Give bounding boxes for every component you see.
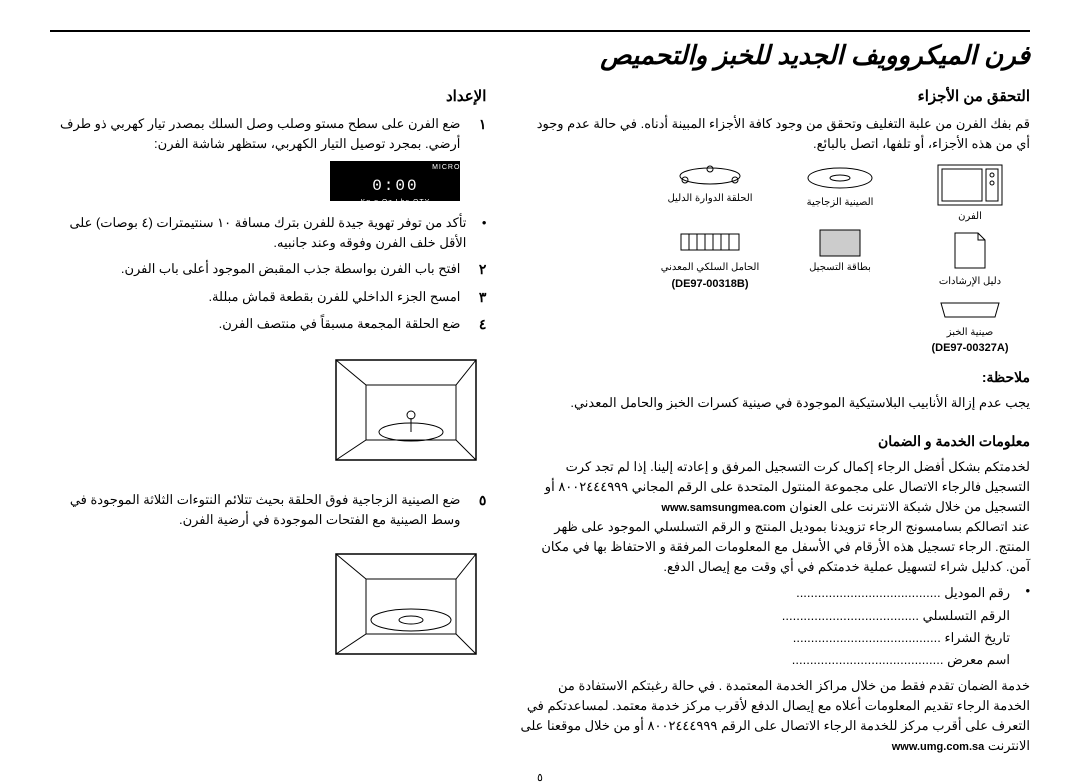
top-rule — [50, 30, 1030, 32]
part-bake-tray-label: صينية الخبز — [910, 325, 1030, 341]
service-p1: لخدمتكم بشكل أفضل الرجاء إكمال كرت التسج… — [520, 457, 1030, 517]
step-2: ٢افتح باب الفرن بواسطة جذب المقبض الموجو… — [55, 259, 486, 281]
page-number: ٥ — [50, 771, 1030, 784]
service-p2: عند اتصالكم بسامسونج الرجاء تزويدنا بمود… — [520, 517, 1030, 577]
part-wire-rack-code: (DE97-00318B) — [671, 276, 748, 293]
part-reg-card-label: بطاقة التسجيل — [780, 260, 900, 276]
part-roller-ring-label: الحلقة الدوارة الدليل — [650, 191, 770, 207]
lcd-top: START ENTER TIME HEAT MICRO — [330, 152, 460, 174]
note-label: ملاحظة: — [520, 367, 1030, 389]
right-column: التحقق من الأجزاء قم بفك الفرن من علبة ا… — [520, 85, 1030, 757]
step-5: ٥ضع الصينية الزجاجية فوق الحلقة بحيث تتل… — [55, 490, 486, 530]
note-text: يجب عدم إزالة الأنابيب البلاستيكية الموج… — [520, 393, 1030, 413]
part-oven: الفرن — [910, 163, 1030, 225]
part-reg-card: بطاقة التسجيل — [780, 228, 900, 293]
step-4: ٤ضع الحلقة المجمعة مسبقاً في منتصف الفرن… — [55, 314, 486, 336]
step-3: ٣امسح الجزء الداخلي للفرن بقطعة قماش مبل… — [55, 287, 486, 309]
part-oven-label: الفرن — [910, 209, 1030, 225]
page-title: فرن الميكروويف الجديد للخبز والتحميص — [50, 40, 1030, 71]
parts-grid: الفرن الصينية الزجاجية الحلقة الدوارة ال… — [520, 163, 1030, 358]
field-model: رقم الموديل ............................… — [520, 583, 1010, 603]
check-parts-text: قم بفك الفرن من علبة التغليف وتحقق من وج… — [520, 114, 1030, 154]
url-1: www.samsungmea.com — [661, 500, 785, 517]
part-manual: دليل الإرشادات — [910, 228, 1030, 293]
url-2: www.umg.com.sa — [892, 739, 985, 756]
lcd-bot: Kg g Oz Lbs QTY — [360, 198, 430, 209]
part-bake-tray: صينية الخبز (DE97-00327A) — [910, 297, 1030, 358]
service-p3: خدمة الضمان تقدم فقط من خلال مراكز الخدم… — [520, 676, 1030, 757]
field-store: اسم معرض ...............................… — [520, 650, 1010, 670]
step-1: ١ ضع الفرن على سطح مستو وصلب وصل السلك ب… — [55, 114, 486, 206]
part-bake-tray-code: (DE97-00327A) — [931, 340, 1008, 357]
part-wire-rack: الحامل السلكي المعدني (DE97-00318B) — [650, 228, 770, 293]
left-column: الإعداد ١ ضع الفرن على سطح مستو وصلب وصل… — [55, 85, 486, 757]
check-parts-title: التحقق من الأجزاء — [520, 85, 1030, 108]
part-glass-tray-label: الصينية الزجاجية — [780, 195, 900, 211]
lcd-mid: 0:00 — [372, 174, 418, 199]
field-date: تاريخ الشراء ...........................… — [520, 628, 1010, 648]
part-glass-tray: الصينية الزجاجية — [780, 163, 900, 225]
field-serial: الرقم التسلسلي .........................… — [520, 606, 1010, 626]
service-title: معلومات الخدمة و الضمان — [520, 431, 1030, 453]
part-wire-rack-label: الحامل السلكي المعدني — [650, 260, 770, 276]
lcd-display: START ENTER TIME HEAT MICRO 0:00 Kg g Oz… — [330, 161, 460, 201]
step-1b: تأكد من توفر تهوية جيدة للفرن بترك مسافة… — [55, 213, 466, 253]
part-manual-label: دليل الإرشادات — [910, 274, 1030, 290]
part-roller-ring: الحلقة الدوارة الدليل — [650, 163, 770, 225]
content-columns: التحقق من الأجزاء قم بفك الفرن من علبة ا… — [50, 85, 1030, 757]
figure-oven-ring — [326, 350, 486, 470]
figure-oven-tray — [326, 544, 486, 664]
setup-title: الإعداد — [55, 85, 486, 108]
